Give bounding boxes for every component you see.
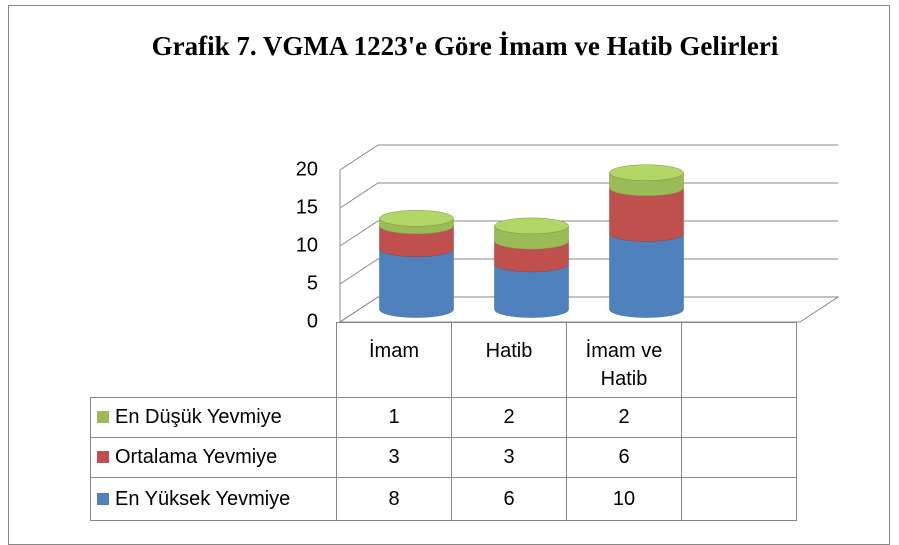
legend-entry: En Düşük Yevmiye [90, 397, 337, 438]
table-value: 10 [566, 477, 682, 521]
table-value: 2 [566, 397, 682, 438]
series-row: En Düşük Yevmiye 1 2 2 [90, 397, 797, 438]
chart-title: Grafik 7. VGMA 1223'e Göre İmam ve Hatib… [151, 31, 779, 61]
header-row: İmam Hatib İmam ve Hatib [91, 322, 797, 398]
grid-line [339, 182, 838, 209]
grid-line [339, 296, 838, 323]
x-tick-label: İmam [336, 322, 452, 398]
table-value: 1 [336, 397, 452, 438]
bar-cap [609, 164, 684, 181]
legend-swatch [97, 411, 109, 423]
grid-line [339, 258, 838, 285]
y-tick-label: 0 [307, 310, 318, 332]
table-value: 6 [451, 477, 567, 521]
x-tick-label: Hatib [451, 322, 567, 398]
legend-label: Ortalama Yevmiye [115, 446, 278, 468]
table-value [681, 477, 797, 521]
y-tick-label: 5 [307, 272, 318, 294]
x-tick-label: İmam ve Hatib [566, 322, 682, 398]
legend-swatch [97, 451, 109, 463]
legend-entry: Ortalama Yevmiye [90, 437, 337, 478]
bar-cap [494, 217, 569, 235]
table-value: 6 [566, 437, 682, 478]
legend-swatch [97, 492, 109, 505]
legend-label: En Yüksek Yevmiye [115, 487, 291, 510]
table-value: 8 [336, 477, 452, 521]
y-tick-label: 15 [296, 196, 318, 218]
table-value: 3 [451, 437, 567, 478]
table-value: 3 [336, 437, 452, 478]
table-value [681, 397, 797, 438]
x-tick-label [681, 322, 797, 398]
data-table: İmam Hatib İmam ve Hatib En Düşük Yevmiye 1 2… [90, 322, 797, 521]
grid-line [339, 220, 838, 247]
bar-cap [379, 210, 454, 227]
legend-label: En Düşük Yevmiye [115, 406, 282, 428]
series-row: En Yüksek Yevmiye 8 6 10 [90, 477, 797, 521]
y-tick-label: 20 [296, 158, 318, 180]
grid-line [339, 144, 838, 171]
table-value [681, 437, 797, 478]
table-value: 2 [451, 397, 567, 438]
legend-entry: En Yüksek Yevmiye [90, 477, 337, 521]
table-corner [91, 323, 337, 398]
bar-segment [379, 248, 454, 318]
series-row: Ortalama Yevmiye 3 3 6 [90, 437, 797, 478]
y-tick-label: 10 [296, 234, 318, 256]
bar-segment [609, 233, 684, 318]
